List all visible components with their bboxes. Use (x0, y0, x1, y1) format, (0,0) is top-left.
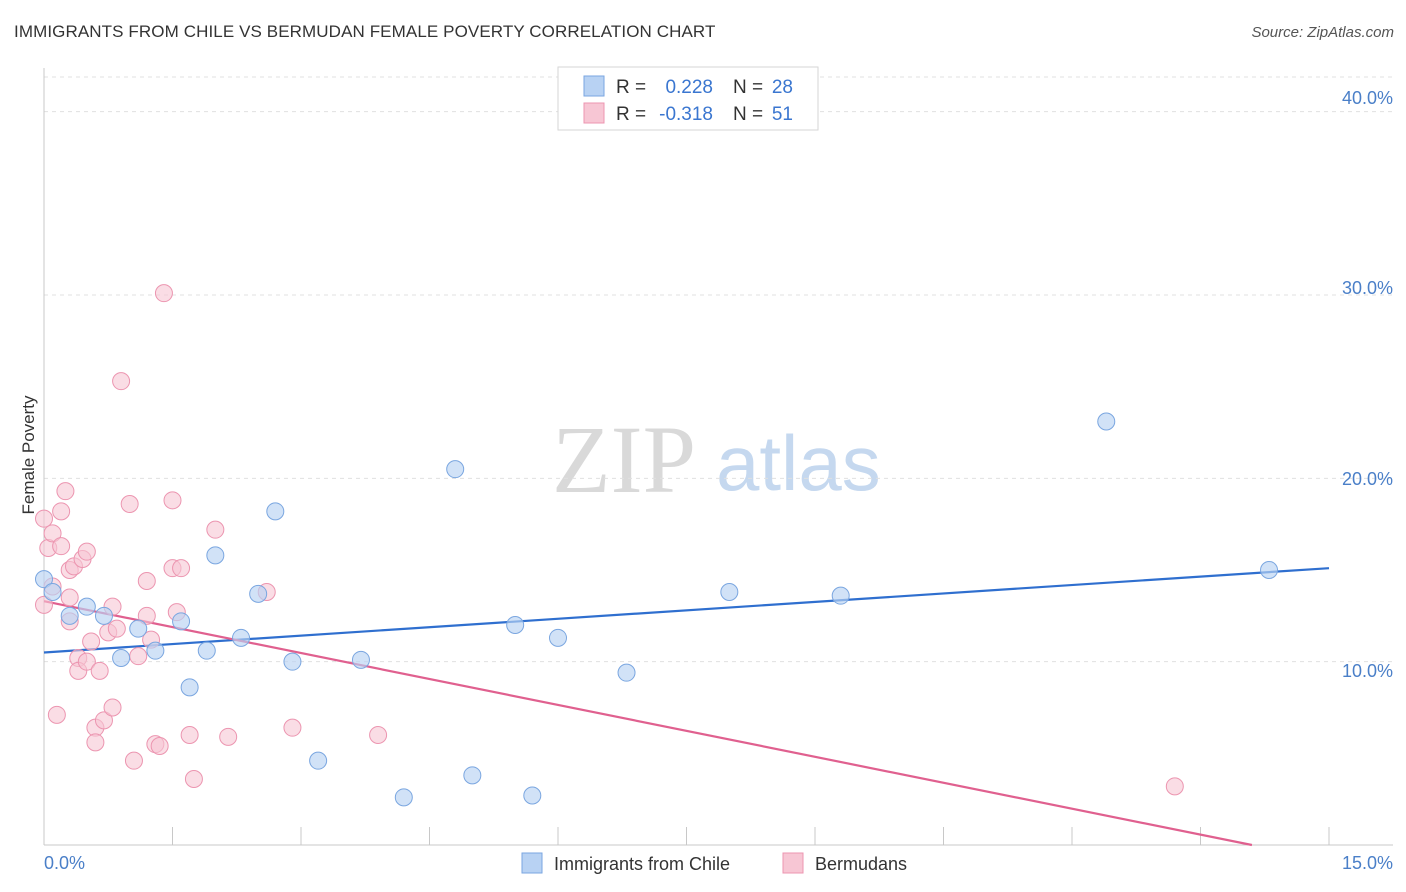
point-bermudans (82, 632, 101, 651)
points-layer (35, 284, 1279, 807)
point-bermudans (137, 572, 156, 590)
point-bermudans (120, 495, 139, 513)
point-chile (249, 584, 268, 603)
point-bermudans (206, 520, 225, 539)
point-chile (129, 619, 148, 638)
point-bermudans (60, 588, 79, 607)
legend-r-value-bermudans: -0.318 (659, 104, 713, 125)
x-tick-label-min: 0.0% (44, 853, 85, 873)
watermark-atlas: atlas (716, 419, 881, 507)
point-chile (446, 460, 465, 479)
point-bermudans (124, 751, 143, 770)
point-bermudans (172, 559, 191, 578)
point-chile (523, 786, 542, 805)
point-bermudans (35, 509, 53, 528)
point-bermudans (283, 718, 302, 737)
y-tick-label-10: 10.0% (1342, 661, 1393, 681)
point-chile (1260, 561, 1279, 579)
point-chile (720, 583, 739, 601)
point-bermudans (150, 737, 169, 755)
point-bermudans (94, 711, 113, 730)
point-chile (146, 641, 165, 660)
trend-layer (43, 567, 1330, 847)
series-legend-label-bermudans: Bermudans (815, 854, 907, 874)
x-tick-label-max: 15.0% (1342, 853, 1393, 873)
grid-layer (44, 76, 1393, 663)
legend-swatch-bermudans (583, 102, 605, 124)
point-bermudans (43, 524, 62, 543)
point-chile (394, 788, 413, 807)
series-legend-swatch-bermudans (782, 852, 804, 874)
point-bermudans (107, 619, 126, 638)
point-bermudans (35, 595, 53, 614)
point-chile (206, 546, 225, 565)
point-bermudans (47, 705, 66, 724)
point-bermudans (52, 502, 71, 521)
legend-r-label-bermudans: R = (616, 104, 646, 125)
point-bermudans (56, 482, 75, 501)
point-chile (35, 570, 53, 589)
trend-line-bermudans (43, 600, 1253, 847)
point-chile (94, 606, 113, 625)
point-chile (77, 597, 96, 616)
point-bermudans (77, 652, 96, 671)
point-bermudans (137, 606, 156, 625)
y-tick-label-40: 40.0% (1342, 88, 1393, 108)
chart-title: IMMIGRANTS FROM CHILE VS BERMUDAN FEMALE… (14, 22, 716, 41)
point-chile (43, 583, 62, 601)
point-chile (351, 650, 370, 669)
point-bermudans (219, 727, 238, 746)
point-chile (180, 678, 199, 697)
point-chile (309, 751, 328, 770)
y-tick-label-30: 30.0% (1342, 278, 1393, 298)
point-chile (112, 649, 131, 667)
point-bermudans (180, 726, 199, 744)
y-tick-label-20: 20.0% (1342, 469, 1393, 489)
legend-r-label-chile: R = (616, 77, 646, 98)
point-bermudans (129, 647, 148, 666)
point-chile (197, 641, 216, 660)
point-chile (831, 586, 850, 605)
point-chile (1097, 412, 1116, 431)
point-chile (549, 628, 567, 647)
legend-n-label-bermudans: N = (733, 104, 763, 125)
watermark-zip: ZIP (552, 406, 696, 513)
point-chile (506, 616, 525, 634)
point-bermudans (77, 542, 96, 561)
legend-n-value-bermudans: 51 (772, 104, 793, 125)
series-legend-label-chile: Immigrants from Chile (554, 854, 730, 874)
legend-r-value-chile: 0.228 (665, 77, 713, 98)
point-chile (232, 628, 251, 647)
trend-line-chile (43, 567, 1330, 654)
y-axis-label: Female Poverty (19, 395, 38, 515)
point-chile (172, 612, 191, 631)
point-chile (60, 606, 79, 625)
series-legend-swatch-chile (521, 852, 543, 874)
point-chile (283, 652, 302, 671)
point-bermudans (154, 284, 173, 303)
point-bermudans (86, 733, 105, 752)
legend-n-label-chile: N = (733, 77, 763, 98)
point-chile (463, 766, 482, 785)
source-credit: Source: ZipAtlas.com (1251, 24, 1394, 41)
point-chile (266, 502, 285, 521)
stats-legend: R = 0.228 N = 28 R = -0.318 N = 51 (557, 66, 819, 131)
point-bermudans (163, 491, 182, 510)
point-bermudans (184, 770, 203, 788)
point-bermudans (112, 372, 131, 391)
series-legend: Immigrants from Chile Bermudans (521, 852, 907, 874)
point-chile (617, 663, 636, 682)
axis-layer (43, 68, 1393, 846)
point-bermudans (369, 726, 388, 744)
point-bermudans (103, 698, 122, 717)
point-bermudans (90, 661, 109, 680)
point-bermudans (52, 537, 71, 556)
legend-swatch-chile (583, 75, 605, 97)
point-bermudans (1165, 777, 1184, 796)
legend-n-value-chile: 28 (772, 77, 793, 98)
